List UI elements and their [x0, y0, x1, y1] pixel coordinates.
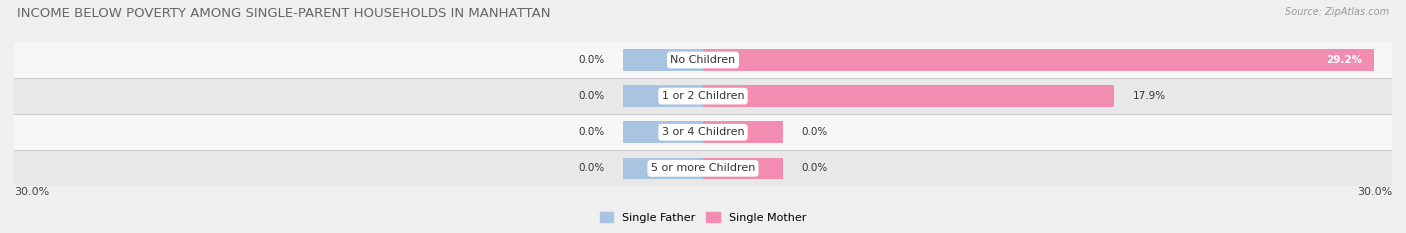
- Bar: [703, 158, 783, 179]
- Bar: [703, 121, 783, 143]
- Bar: [623, 49, 703, 71]
- Text: Source: ZipAtlas.com: Source: ZipAtlas.com: [1285, 7, 1389, 17]
- Text: 0.0%: 0.0%: [578, 55, 605, 65]
- Text: 0.0%: 0.0%: [578, 91, 605, 101]
- Text: 30.0%: 30.0%: [14, 187, 49, 197]
- Text: 17.9%: 17.9%: [1132, 91, 1166, 101]
- Bar: [703, 49, 1374, 71]
- Bar: [14, 78, 1392, 114]
- Text: 3 or 4 Children: 3 or 4 Children: [662, 127, 744, 137]
- Bar: [14, 150, 1392, 186]
- Text: 0.0%: 0.0%: [801, 163, 828, 173]
- Bar: [623, 85, 703, 107]
- Bar: [623, 158, 703, 179]
- Text: 30.0%: 30.0%: [1357, 187, 1392, 197]
- Text: 0.0%: 0.0%: [578, 127, 605, 137]
- Bar: [623, 121, 703, 143]
- Bar: [703, 85, 1114, 107]
- Bar: [14, 42, 1392, 78]
- Text: 0.0%: 0.0%: [801, 127, 828, 137]
- Text: 29.2%: 29.2%: [1326, 55, 1362, 65]
- Text: 1 or 2 Children: 1 or 2 Children: [662, 91, 744, 101]
- Text: 0.0%: 0.0%: [578, 163, 605, 173]
- Legend: Single Father, Single Mother: Single Father, Single Mother: [596, 207, 810, 227]
- Bar: [14, 114, 1392, 150]
- Text: INCOME BELOW POVERTY AMONG SINGLE-PARENT HOUSEHOLDS IN MANHATTAN: INCOME BELOW POVERTY AMONG SINGLE-PARENT…: [17, 7, 550, 20]
- Text: No Children: No Children: [671, 55, 735, 65]
- Text: 5 or more Children: 5 or more Children: [651, 163, 755, 173]
